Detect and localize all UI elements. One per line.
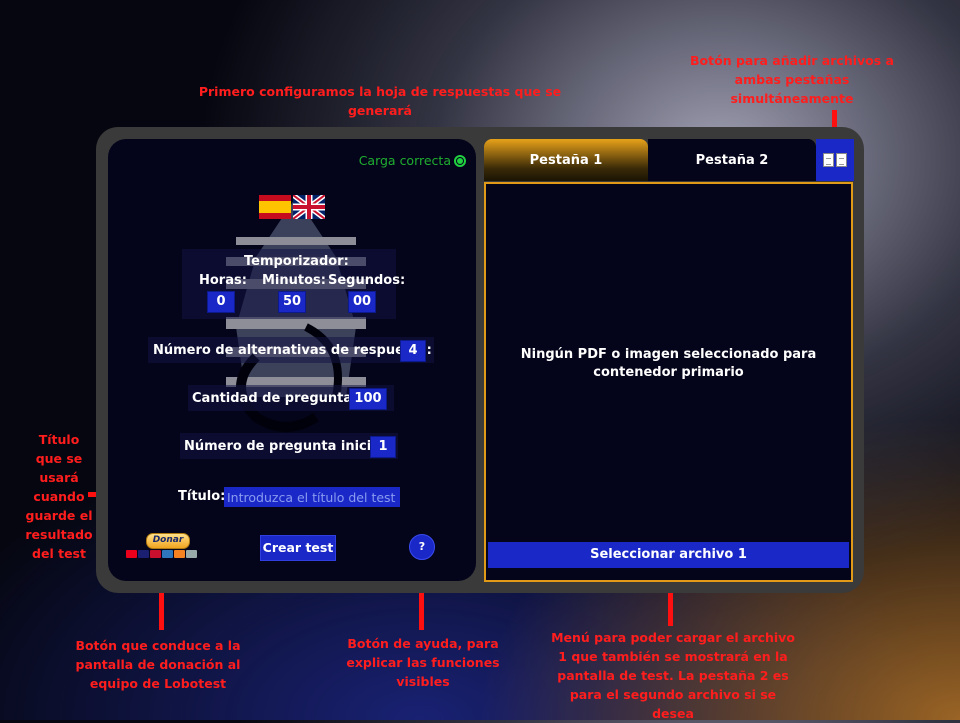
annotation-top: Primero configuramos la hoja de respuest… bbox=[198, 84, 562, 118]
title-label: Título: bbox=[178, 489, 226, 504]
file-viewer: Ningún PDF o imagen seleccionado para co… bbox=[484, 182, 853, 582]
status-ok-icon bbox=[454, 154, 466, 167]
questions-input[interactable]: 100 bbox=[349, 388, 387, 410]
timer-label: Temporizador: bbox=[244, 254, 349, 269]
status-indicator: Carga correcta bbox=[359, 153, 466, 168]
minutes-label: Minutos: bbox=[262, 273, 326, 288]
english-flag-icon[interactable] bbox=[293, 195, 325, 219]
payment-cards-icon bbox=[126, 550, 197, 558]
alternatives-input[interactable]: 4 bbox=[400, 340, 426, 362]
title-input[interactable] bbox=[224, 487, 400, 507]
annotation-menu: Menú para poder cargar el archivo 1 que … bbox=[551, 630, 795, 721]
donate-label: Donar bbox=[146, 533, 190, 549]
tab-2[interactable]: Pestaña 2 bbox=[648, 139, 816, 181]
start-label: Número de pregunta inicial: bbox=[184, 439, 390, 454]
document-icon bbox=[823, 153, 834, 167]
hours-input[interactable]: 0 bbox=[207, 291, 235, 313]
annotation-title-field: Título que se usará cuando guarde el res… bbox=[25, 432, 93, 561]
spanish-flag-icon[interactable] bbox=[259, 195, 291, 219]
viewer-empty-message: Ningún PDF o imagen seleccionado para co… bbox=[520, 347, 817, 380]
annotation-arrow-add-both bbox=[832, 110, 837, 140]
config-panel: Carga correcta Temporizador: Horas: Minu… bbox=[108, 139, 476, 581]
annotation-arrow-donate bbox=[159, 560, 164, 630]
annotation-help: Botón de ayuda, para explicar las funcio… bbox=[346, 636, 500, 689]
seconds-label: Segundos: bbox=[328, 273, 406, 288]
create-test-button[interactable]: Crear test bbox=[260, 535, 336, 561]
alternatives-row bbox=[148, 337, 434, 363]
hours-label: Horas: bbox=[199, 273, 247, 288]
seconds-input[interactable]: 00 bbox=[348, 291, 376, 313]
help-button[interactable]: ? bbox=[409, 534, 435, 560]
donate-button[interactable]: Donar bbox=[126, 531, 210, 561]
start-input[interactable]: 1 bbox=[370, 436, 396, 458]
minutes-input[interactable]: 50 bbox=[278, 291, 306, 313]
select-file-1-button[interactable]: Seleccionar archivo 1 bbox=[488, 542, 849, 568]
questions-label: Cantidad de preguntas: bbox=[192, 391, 366, 406]
tab-1[interactable]: Pestaña 1 bbox=[484, 139, 648, 181]
annotation-arrow-help bbox=[419, 558, 424, 630]
status-text: Carga correcta bbox=[358, 153, 451, 168]
document-icon bbox=[836, 153, 847, 167]
start-row bbox=[180, 433, 398, 459]
annotation-donate: Botón que conduce a la pantalla de donac… bbox=[75, 638, 241, 691]
add-files-both-tabs-button[interactable] bbox=[816, 139, 854, 181]
annotation-add-both: Botón para añadir archivos a ambas pesta… bbox=[690, 53, 894, 106]
alternatives-label: Número de alternativas de respuesta: bbox=[153, 343, 432, 358]
